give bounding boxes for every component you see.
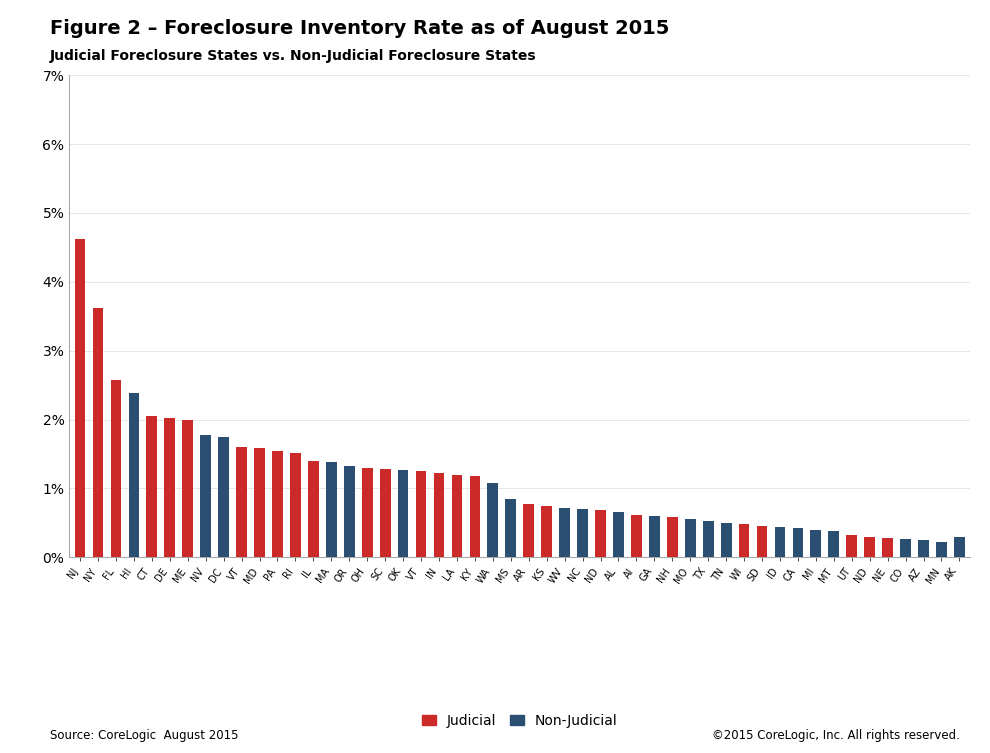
Bar <box>954 537 965 557</box>
Bar <box>469 476 480 557</box>
Bar <box>595 511 606 557</box>
Bar <box>577 509 588 557</box>
Bar <box>739 524 749 557</box>
Bar <box>631 514 642 557</box>
Bar <box>882 538 893 557</box>
Bar <box>344 466 354 557</box>
Bar <box>685 520 696 557</box>
Bar <box>900 539 911 557</box>
Bar <box>542 505 552 557</box>
Bar <box>398 470 409 557</box>
Bar <box>237 447 247 557</box>
Bar <box>505 498 516 557</box>
Bar <box>290 453 301 557</box>
Bar <box>434 473 445 557</box>
Bar <box>111 380 122 557</box>
Bar <box>272 450 283 557</box>
Text: Figure 2 – Foreclosure Inventory Rate as of August 2015: Figure 2 – Foreclosure Inventory Rate as… <box>50 19 669 38</box>
Bar <box>613 513 624 557</box>
Bar <box>811 529 822 557</box>
Bar <box>774 527 785 557</box>
Bar <box>721 523 732 557</box>
Text: ©2015 CoreLogic, Inc. All rights reserved.: ©2015 CoreLogic, Inc. All rights reserve… <box>713 729 960 742</box>
Bar <box>451 474 462 557</box>
Text: Source: CoreLogic  August 2015: Source: CoreLogic August 2015 <box>50 729 238 742</box>
Bar <box>829 531 840 557</box>
Bar <box>93 308 103 557</box>
Bar <box>164 418 175 557</box>
Bar <box>182 419 193 557</box>
Bar <box>129 393 140 557</box>
Bar <box>308 461 319 557</box>
Bar <box>254 449 265 557</box>
Bar <box>361 468 372 557</box>
Bar <box>380 469 390 557</box>
Text: Judicial Foreclosure States vs. Non-Judicial Foreclosure States: Judicial Foreclosure States vs. Non-Judi… <box>50 49 537 63</box>
Bar <box>937 542 946 557</box>
Bar <box>524 504 535 557</box>
Bar <box>756 526 767 557</box>
Bar <box>487 483 498 557</box>
Bar <box>667 517 678 557</box>
Bar <box>793 529 803 557</box>
Bar <box>218 437 229 557</box>
Bar <box>147 416 157 557</box>
Bar <box>703 521 714 557</box>
Bar <box>74 239 85 557</box>
Bar <box>846 535 857 557</box>
Bar <box>416 471 427 557</box>
Legend: Judicial, Non-Judicial: Judicial, Non-Judicial <box>416 709 624 733</box>
Bar <box>559 508 570 557</box>
Bar <box>864 537 875 557</box>
Bar <box>326 462 337 557</box>
Bar <box>649 516 659 557</box>
Bar <box>200 434 211 557</box>
Bar <box>918 540 929 557</box>
